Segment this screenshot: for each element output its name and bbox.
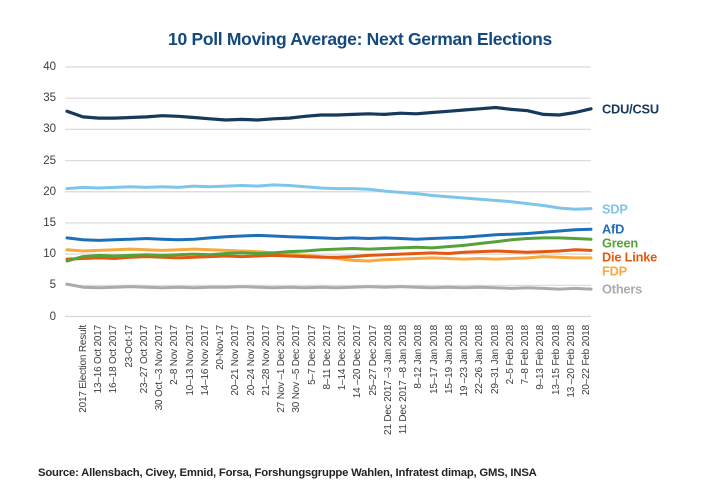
x-tick-label-5: 30 Oct –3 Nov 2017 <box>154 325 166 411</box>
x-tick-label-12: 21–28 Nov 2017 <box>260 325 272 396</box>
x-tick-label-15: 5–7 Dec 2017 <box>306 325 318 385</box>
x-tick-label-2: 16–18 Oct 2017 <box>108 325 120 394</box>
x-tick-label-17: 1–14 Dec 2017 <box>337 325 349 391</box>
x-tick-label-11: 20–24 Nov 2017 <box>245 325 257 396</box>
x-tick-label-13: 27 Nov –1 Dec 2017 <box>276 325 288 413</box>
series-line-green <box>65 236 593 263</box>
x-tick-label-24: 15–19 Jan 2018 <box>443 325 455 394</box>
y-tick-label-30: 30 <box>43 123 56 136</box>
x-tick-label-22: 8–12 Jan 2018 <box>413 325 425 389</box>
chart-title: 10 Poll Moving Average: Next German Elec… <box>168 29 552 49</box>
x-tick-label-31: 13–15 Feb 2018 <box>550 325 562 396</box>
source-note: Source: Allensbach, Civey, Emnid, Forsa,… <box>38 467 537 479</box>
x-tick-label-26: 22–26 Jan 2018 <box>474 325 486 394</box>
x-tick-label-3: 23-Oct-17 <box>123 325 135 368</box>
series-line-others <box>65 282 593 291</box>
y-tick-label-35: 35 <box>43 92 56 105</box>
x-tick-label-14: 30 Nov –5 Dec 2017 <box>291 325 303 413</box>
legend-fdp: FDP <box>602 263 627 279</box>
x-tick-label-21: 11 Dec 2017 –8 Jan 2018 <box>398 325 410 435</box>
x-tick-label-23: 15–17 Jan 2018 <box>428 325 440 394</box>
legend-green: Green <box>602 235 638 251</box>
x-tick-label-19: 25–27 Dec 2017 <box>367 325 379 396</box>
x-tick-label-18: 14 –20 Dec 2017 <box>352 325 364 399</box>
x-tick-label-10: 20–21 Nov 2017 <box>230 325 242 396</box>
y-tick-label-20: 20 <box>43 185 56 198</box>
legend-others: Others <box>602 281 643 297</box>
x-tick-label-4: 23–27 Oct 2017 <box>138 325 150 394</box>
x-tick-label-8: 14–16 Nov 2017 <box>199 325 211 396</box>
x-tick-label-25: 19 –23 Jan 2018 <box>459 325 471 397</box>
x-tick-label-0: 2017 Election Result <box>78 325 89 413</box>
y-tick-label-40: 40 <box>43 61 56 73</box>
x-tick-label-30: 9–13 Feb 2018 <box>535 325 547 390</box>
x-tick-label-33: 20–22 Feb 2018 <box>581 325 592 396</box>
series-line-afd <box>65 227 593 242</box>
y-tick-label-0: 0 <box>49 310 56 323</box>
x-tick-label-20: 21 Dec 2017 –3 Jan 2018 <box>382 325 394 435</box>
legend-sdp: SDP <box>602 201 628 217</box>
y-tick-label-10: 10 <box>43 248 56 261</box>
y-tick-label-5: 5 <box>49 279 56 292</box>
legend-die-linke: Die Linke <box>602 249 658 265</box>
series-line-cdu-csu <box>65 105 593 122</box>
legend-cdu-csu: CDU/CSU <box>602 101 659 117</box>
x-tick-label-32: 13 –20 Feb 2018 <box>565 325 577 398</box>
x-tick-label-7: 10–13 Nov 2017 <box>184 325 196 396</box>
x-tick-label-1: 13–16 Oct 2017 <box>93 325 105 394</box>
series-line-die-linke <box>65 248 593 261</box>
series-line-sdp <box>65 183 593 211</box>
x-tick-label-29: 7–8 Feb 2018 <box>520 325 532 385</box>
x-tick-label-16: 8–11 Dec 2017 <box>321 325 333 390</box>
x-tick-label-6: 2–8 Nov 2017 <box>169 325 181 385</box>
legend-afd: AfD <box>602 221 625 237</box>
x-tick-label-9: 20-Nov-17 <box>215 325 227 370</box>
x-tick-label-28: 2–5 Feb 2018 <box>504 325 516 385</box>
x-tick-label-27: 29–31 Jan 2018 <box>489 325 501 394</box>
y-tick-label-15: 15 <box>43 216 56 229</box>
y-tick-label-25: 25 <box>43 154 56 167</box>
